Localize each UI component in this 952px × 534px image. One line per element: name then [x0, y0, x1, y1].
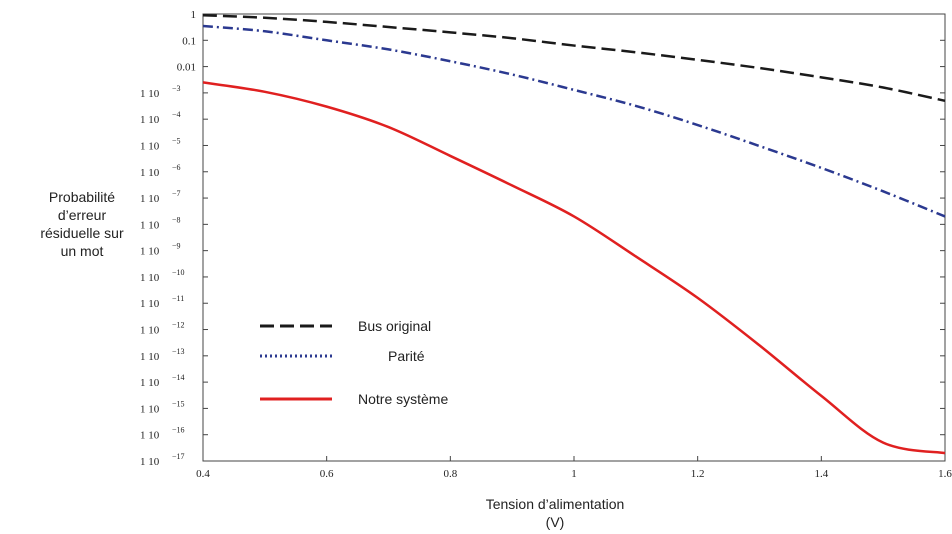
series-lines [202, 13, 946, 455]
y-tick-exponent: −3 [172, 84, 181, 93]
x-tick-label: 0.6 [320, 468, 334, 480]
y-tick-exponent: −15 [172, 399, 185, 408]
y-tick-label: 1 [191, 9, 197, 21]
y-tick-exponent: −8 [172, 215, 181, 224]
y-tick-exponent: −14 [172, 373, 185, 382]
y-tick-label: 1 10 [140, 88, 160, 100]
x-axis-label-line: (V) [545, 514, 565, 530]
x-tick-label: 1 [571, 468, 577, 480]
y-tick-label: 1 10 [140, 325, 160, 337]
y-axis-label-line: d’erreur [57, 207, 107, 223]
legend-label: Bus original [358, 318, 431, 334]
y-tick-label: 1 10 [140, 403, 160, 415]
plot-axes [202, 13, 946, 462]
y-tick-exponent: −16 [172, 426, 185, 435]
x-tick-label: 1.2 [691, 468, 705, 480]
y-tick-exponent: −6 [172, 163, 181, 172]
y-tick-exponent: −5 [172, 136, 181, 145]
y-tick-label: 0.01 [177, 62, 196, 74]
y-tick-exponent: −4 [172, 110, 181, 119]
series-line-1 [202, 24, 946, 218]
series-line-0 [202, 13, 946, 103]
y-tick-exponent: −13 [172, 347, 185, 356]
y-tick-label: 1 10 [140, 351, 160, 363]
y-tick-label: 0.1 [182, 35, 196, 47]
y-tick-exponent: −11 [172, 294, 184, 303]
y-tick-label: 1 10 [140, 430, 160, 442]
series-line-2 [202, 81, 946, 455]
x-tick-label: 0.8 [443, 468, 457, 480]
x-axis-label-line: Tension d’alimentation [485, 496, 625, 512]
legend: Bus original Parité Notre système [260, 318, 448, 407]
y-tick-label: 1 10 [140, 298, 160, 310]
x-tick-label: 0.4 [196, 468, 210, 480]
y-tick-label: 1 10 [140, 219, 160, 231]
plot-frame [202, 13, 946, 462]
y-tick-label: 1 10 [140, 167, 160, 179]
y-tick-exponent: −9 [172, 242, 181, 251]
y-tick-label: 1 10 [140, 246, 160, 258]
x-ticks: 0.4 0.6 0.8 1 1.2 1.4 1.6 [196, 456, 952, 480]
x-tick-label: 1.6 [938, 468, 952, 480]
x-axis-label: Tension d’alimentation (V) [400, 495, 710, 531]
y-ticks: 1 0.1 0.01 1 10 −3 1 10 −4 1 10 −5 1 10 −6 1 10 −7 1 … [140, 9, 945, 468]
y-tick-label: 1 10 [140, 140, 160, 152]
y-tick-exponent: −17 [172, 452, 185, 461]
legend-label: Parité [388, 348, 425, 364]
y-tick-label: 1 10 [140, 114, 160, 126]
y-axis-label: Probabilité d’erreur résiduelle sur un m… [8, 188, 156, 260]
y-tick-exponent: −10 [172, 268, 185, 277]
y-axis-label-line: Probabilité [48, 189, 116, 205]
y-axis-label-line: un mot [60, 243, 104, 259]
y-tick-label: 1 10 [140, 456, 160, 468]
y-tick-exponent: −12 [172, 321, 185, 330]
y-tick-label: 1 10 [140, 272, 160, 284]
x-tick-label: 1.4 [814, 468, 828, 480]
y-tick-exponent: −7 [172, 189, 181, 198]
y-axis-label-line: résiduelle sur [40, 225, 124, 241]
y-tick-label: 1 10 [140, 193, 160, 205]
legend-label: Notre système [358, 391, 448, 407]
y-tick-label: 1 10 [140, 377, 160, 389]
